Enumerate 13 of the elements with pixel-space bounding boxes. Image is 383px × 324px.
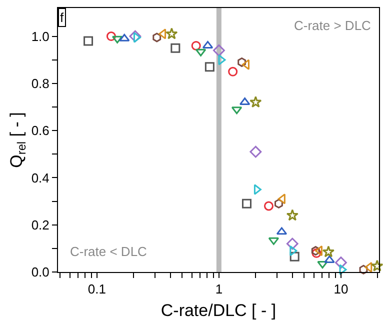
annotation: f [60, 10, 64, 25]
annotation: C-rate > DLC [294, 18, 371, 33]
annotation: C-rate < DLC [70, 244, 147, 259]
x-tick-label: 0.1 [88, 282, 106, 297]
y-tick-label: 0.6 [31, 123, 50, 138]
x-tick-label: 10 [334, 282, 348, 297]
y-tick-label: 0.4 [31, 170, 50, 186]
y-tick-label: 0.2 [31, 217, 50, 232]
y-tick-label: 1.0 [31, 28, 50, 44]
x-axis-title: C-rate/DLC [ - ] [160, 301, 276, 320]
y-tick-label: 0.8 [31, 76, 50, 91]
y-tick-label: 0.0 [31, 264, 50, 280]
x-tick-label: 1 [215, 282, 223, 297]
